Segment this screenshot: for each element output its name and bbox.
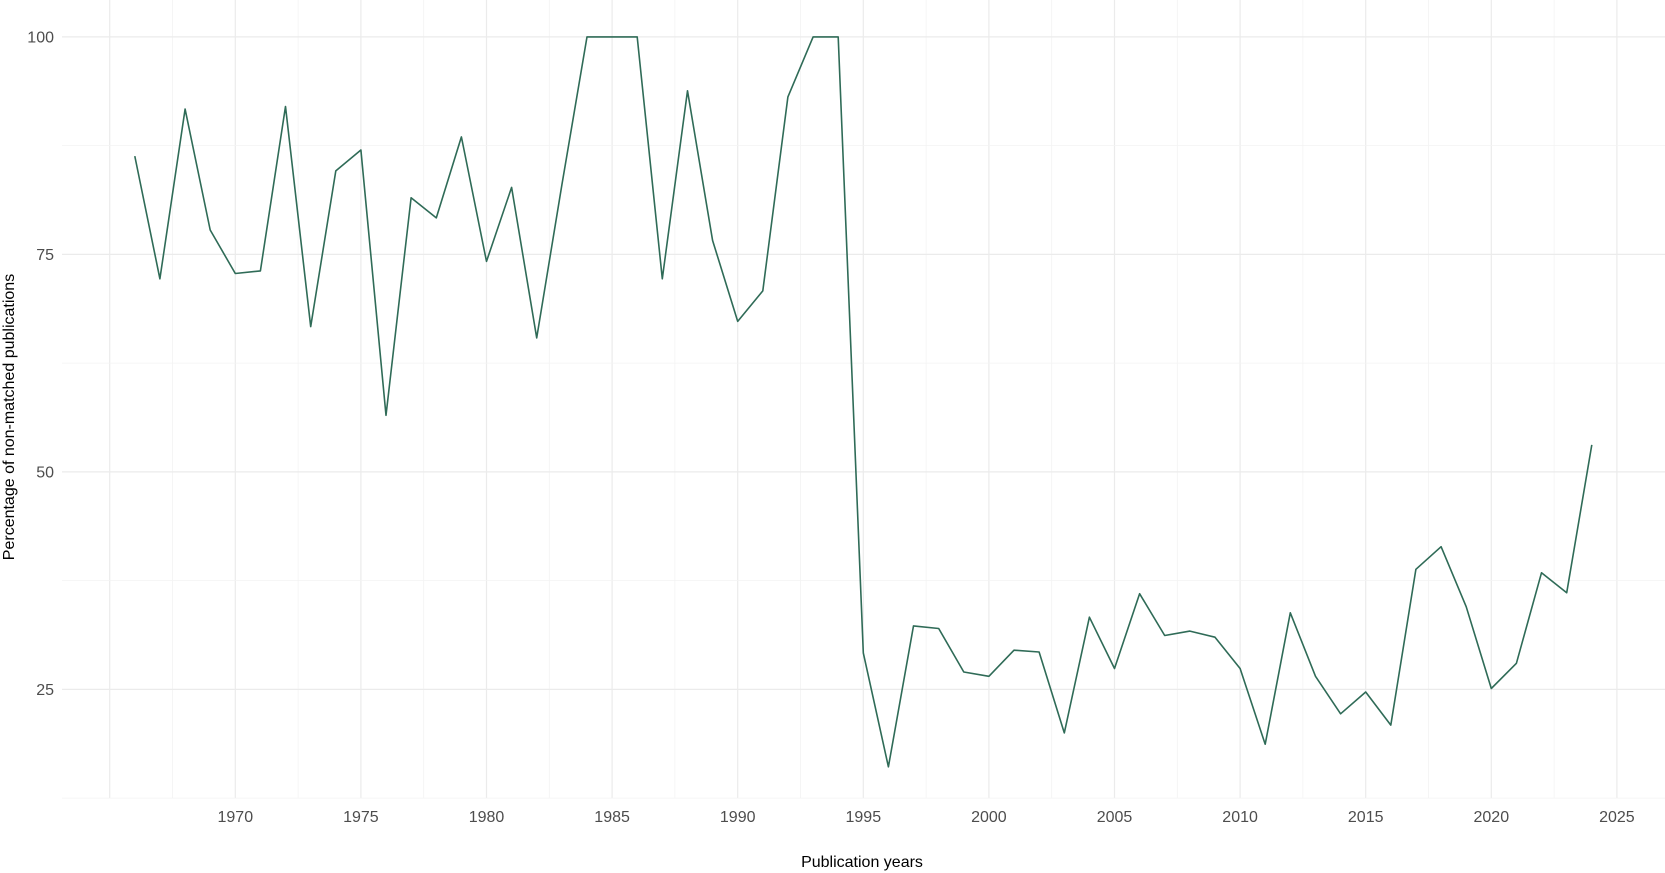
x-tick-label: 1985 (594, 809, 630, 826)
x-tick-label: 1975 (343, 809, 379, 826)
x-tick-label: 2015 (1348, 809, 1384, 826)
x-tick-label: 2010 (1222, 809, 1258, 826)
y-tick-label: 50 (36, 464, 54, 481)
x-tick-label: 2025 (1599, 809, 1635, 826)
y-tick-label: 25 (36, 682, 54, 699)
grid (62, 0, 1665, 799)
x-tick-label: 1990 (720, 809, 756, 826)
series-line (134, 36, 1593, 768)
y-axis-title: Percentage of non-matched publications (1, 274, 18, 560)
x-tick-label: 2005 (1097, 809, 1133, 826)
y-tick-label: 100 (27, 29, 54, 46)
y-axis-ticks: 25 50 75 100 (27, 29, 54, 699)
x-tick-label: 1970 (218, 809, 254, 826)
x-tick-label: 1980 (469, 809, 505, 826)
y-tick-label: 75 (36, 247, 54, 264)
x-axis-title: Publication years (801, 854, 923, 871)
x-tick-label: 2020 (1474, 809, 1510, 826)
x-axis-ticks: 1970 1975 1980 1985 1990 1995 2000 2005 2010 2015… (218, 809, 1635, 826)
x-tick-label: 1995 (846, 809, 882, 826)
x-tick-label: 2000 (971, 809, 1007, 826)
